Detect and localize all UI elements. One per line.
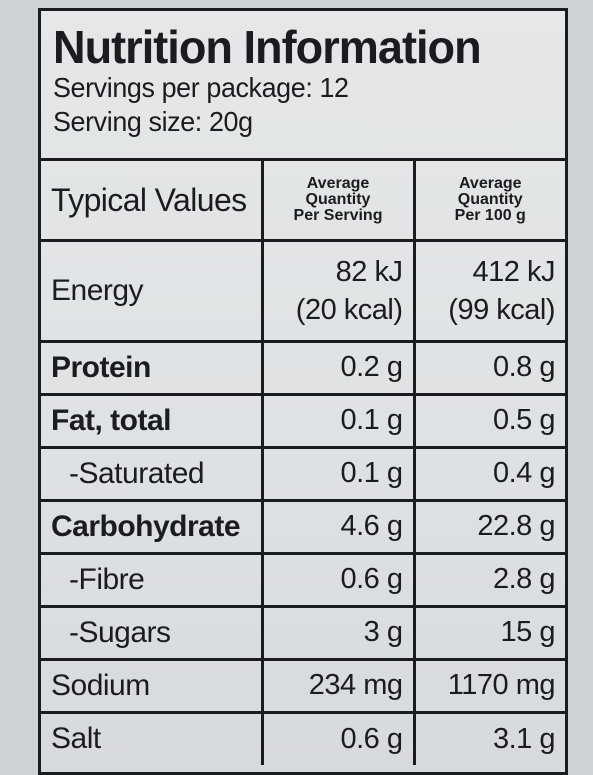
energy-per-serving-kcal: (20 kcal) — [295, 293, 403, 326]
row-per-serving: 4.6 g — [260, 498, 416, 555]
energy-per-100g-kcal: (99 kcal) — [448, 293, 555, 326]
row-per-100g: 1170 mg — [412, 657, 565, 714]
table-row: Fat, total 0.1 g 0.5 g — [41, 392, 565, 449]
energy-per-serving: 82 kJ (20 kcal) — [260, 238, 416, 343]
row-per-serving: 0.1 g — [260, 392, 416, 449]
row-per-serving: 0.6 g — [260, 551, 416, 608]
table-row: Carbohydrate 4.6 g 22.8 g — [41, 498, 565, 555]
row-name: -Fibre — [41, 551, 264, 608]
table-header-row: Typical Values Average Quantity Per Serv… — [41, 161, 565, 240]
table-row: Salt 0.6 g 3.1 g — [41, 710, 565, 765]
servings-per-package: Servings per package: 12 — [53, 72, 349, 103]
table-row-energy: Energy 82 kJ (20 kcal) 412 kJ (99 kcal) — [41, 238, 565, 343]
header-per-serving-text: Average Quantity Per Serving — [293, 174, 383, 224]
table-row: -Saturated 0.1 g 0.4 g — [41, 445, 565, 502]
row-per-100g: 0.4 g — [412, 445, 565, 502]
row-name: Salt — [41, 710, 264, 765]
nutrition-table: Typical Values Average Quantity Per Serv… — [41, 161, 565, 765]
row-name: -Saturated — [41, 445, 264, 502]
row-per-serving: 0.1 g — [260, 445, 416, 502]
energy-per-serving-kj: 82 kJ — [335, 255, 403, 288]
table-row: Protein 0.2 g 0.8 g — [41, 339, 565, 396]
row-name: Energy — [41, 238, 264, 343]
row-per-100g: 22.8 g — [412, 498, 565, 555]
row-per-100g: 2.8 g — [412, 551, 565, 608]
serving-size: Serving size: 20g — [53, 106, 253, 137]
row-per-100g: 15 g — [412, 604, 565, 661]
header-per-serving: Average Quantity Per Serving — [260, 161, 416, 240]
nutrition-label: Nutrition Information Servings per packa… — [38, 8, 568, 775]
row-name: Protein — [41, 339, 264, 396]
table-row: Sodium 234 mg 1170 mg — [41, 657, 565, 714]
table-row: -Fibre 0.6 g 2.8 g — [41, 551, 565, 608]
row-name: Fat, total — [41, 392, 264, 449]
energy-per-100g-kj: 412 kJ — [472, 255, 556, 288]
row-per-serving: 0.6 g — [260, 710, 416, 765]
row-per-100g: 0.8 g — [412, 339, 565, 396]
header-per-100g: Average Quantity Per 100 g — [412, 161, 565, 240]
row-per-100g: 3.1 g — [412, 710, 565, 765]
energy-per-100g: 412 kJ (99 kcal) — [412, 238, 565, 343]
table-row: -Sugars 3 g 15 g — [41, 604, 565, 661]
row-per-serving: 3 g — [260, 604, 416, 661]
row-name: -Sugars — [41, 604, 264, 661]
row-per-serving: 234 mg — [260, 657, 416, 714]
label-title: Nutrition Information — [53, 21, 482, 73]
row-per-100g: 0.5 g — [412, 392, 565, 449]
label-header: Nutrition Information Servings per packa… — [41, 11, 565, 161]
row-name: Sodium — [41, 657, 264, 714]
row-name: Carbohydrate — [41, 498, 264, 555]
header-per-100g-text: Average Quantity Per 100 g — [454, 174, 526, 224]
row-per-serving: 0.2 g — [260, 339, 416, 396]
header-typical-values: Typical Values — [41, 161, 264, 240]
